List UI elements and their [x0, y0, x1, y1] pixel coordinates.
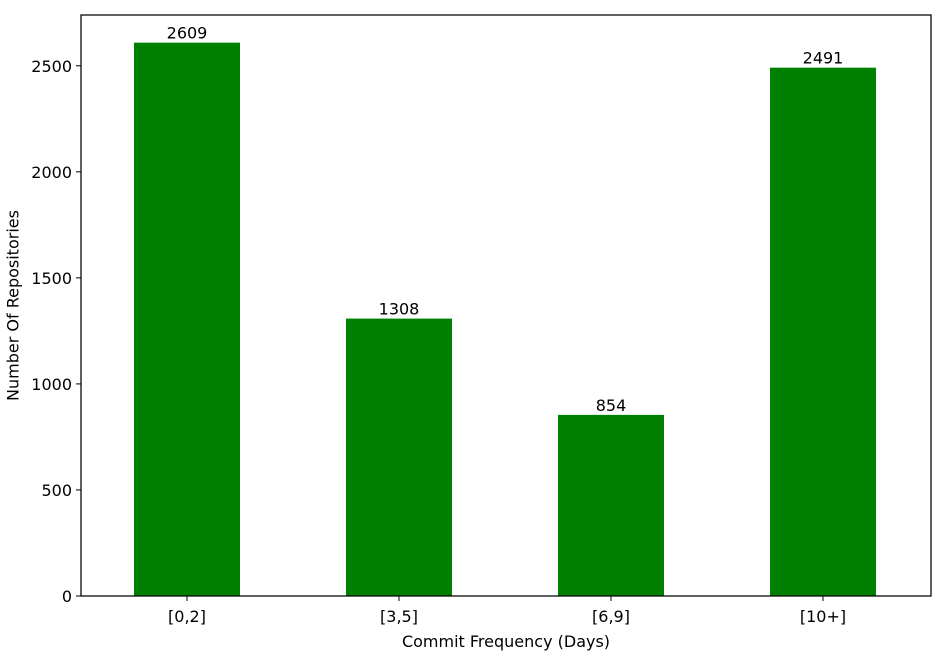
- bar-2: [558, 414, 664, 596]
- data-label-2: 854: [596, 396, 627, 415]
- x-axis-label: Commit Frequency (Days): [402, 632, 610, 651]
- bar-3: [770, 67, 876, 596]
- y-tick-label-1: 500: [41, 481, 72, 500]
- bar-0: [134, 42, 240, 596]
- y-axis: 0 500 1000 1500 2000 2500: [31, 57, 81, 606]
- plot-frame: [80, 14, 932, 597]
- x-tick-label-0: [0,2]: [168, 607, 206, 626]
- x-tick-label-3: [10+]: [800, 607, 846, 626]
- bar-group: [134, 42, 876, 596]
- y-tick-label-2: 1000: [31, 375, 72, 394]
- y-tick-label-3: 1500: [31, 269, 72, 288]
- data-label-0: 2609: [167, 24, 208, 43]
- x-tick-label-2: [6,9]: [592, 607, 630, 626]
- x-tick-label-1: [3,5]: [380, 607, 418, 626]
- y-tick-label-0: 0: [62, 587, 72, 606]
- data-label-group: 2609 1308 854 2491: [167, 24, 844, 415]
- bar-1: [346, 318, 452, 596]
- y-axis-label: Number Of Repositories: [4, 210, 23, 401]
- y-tick-label-4: 2000: [31, 163, 72, 182]
- x-axis: [0,2] [3,5] [6,9] [10+]: [168, 596, 846, 626]
- data-label-1: 1308: [379, 300, 420, 319]
- data-label-3: 2491: [803, 49, 844, 68]
- y-tick-label-5: 2500: [31, 57, 72, 76]
